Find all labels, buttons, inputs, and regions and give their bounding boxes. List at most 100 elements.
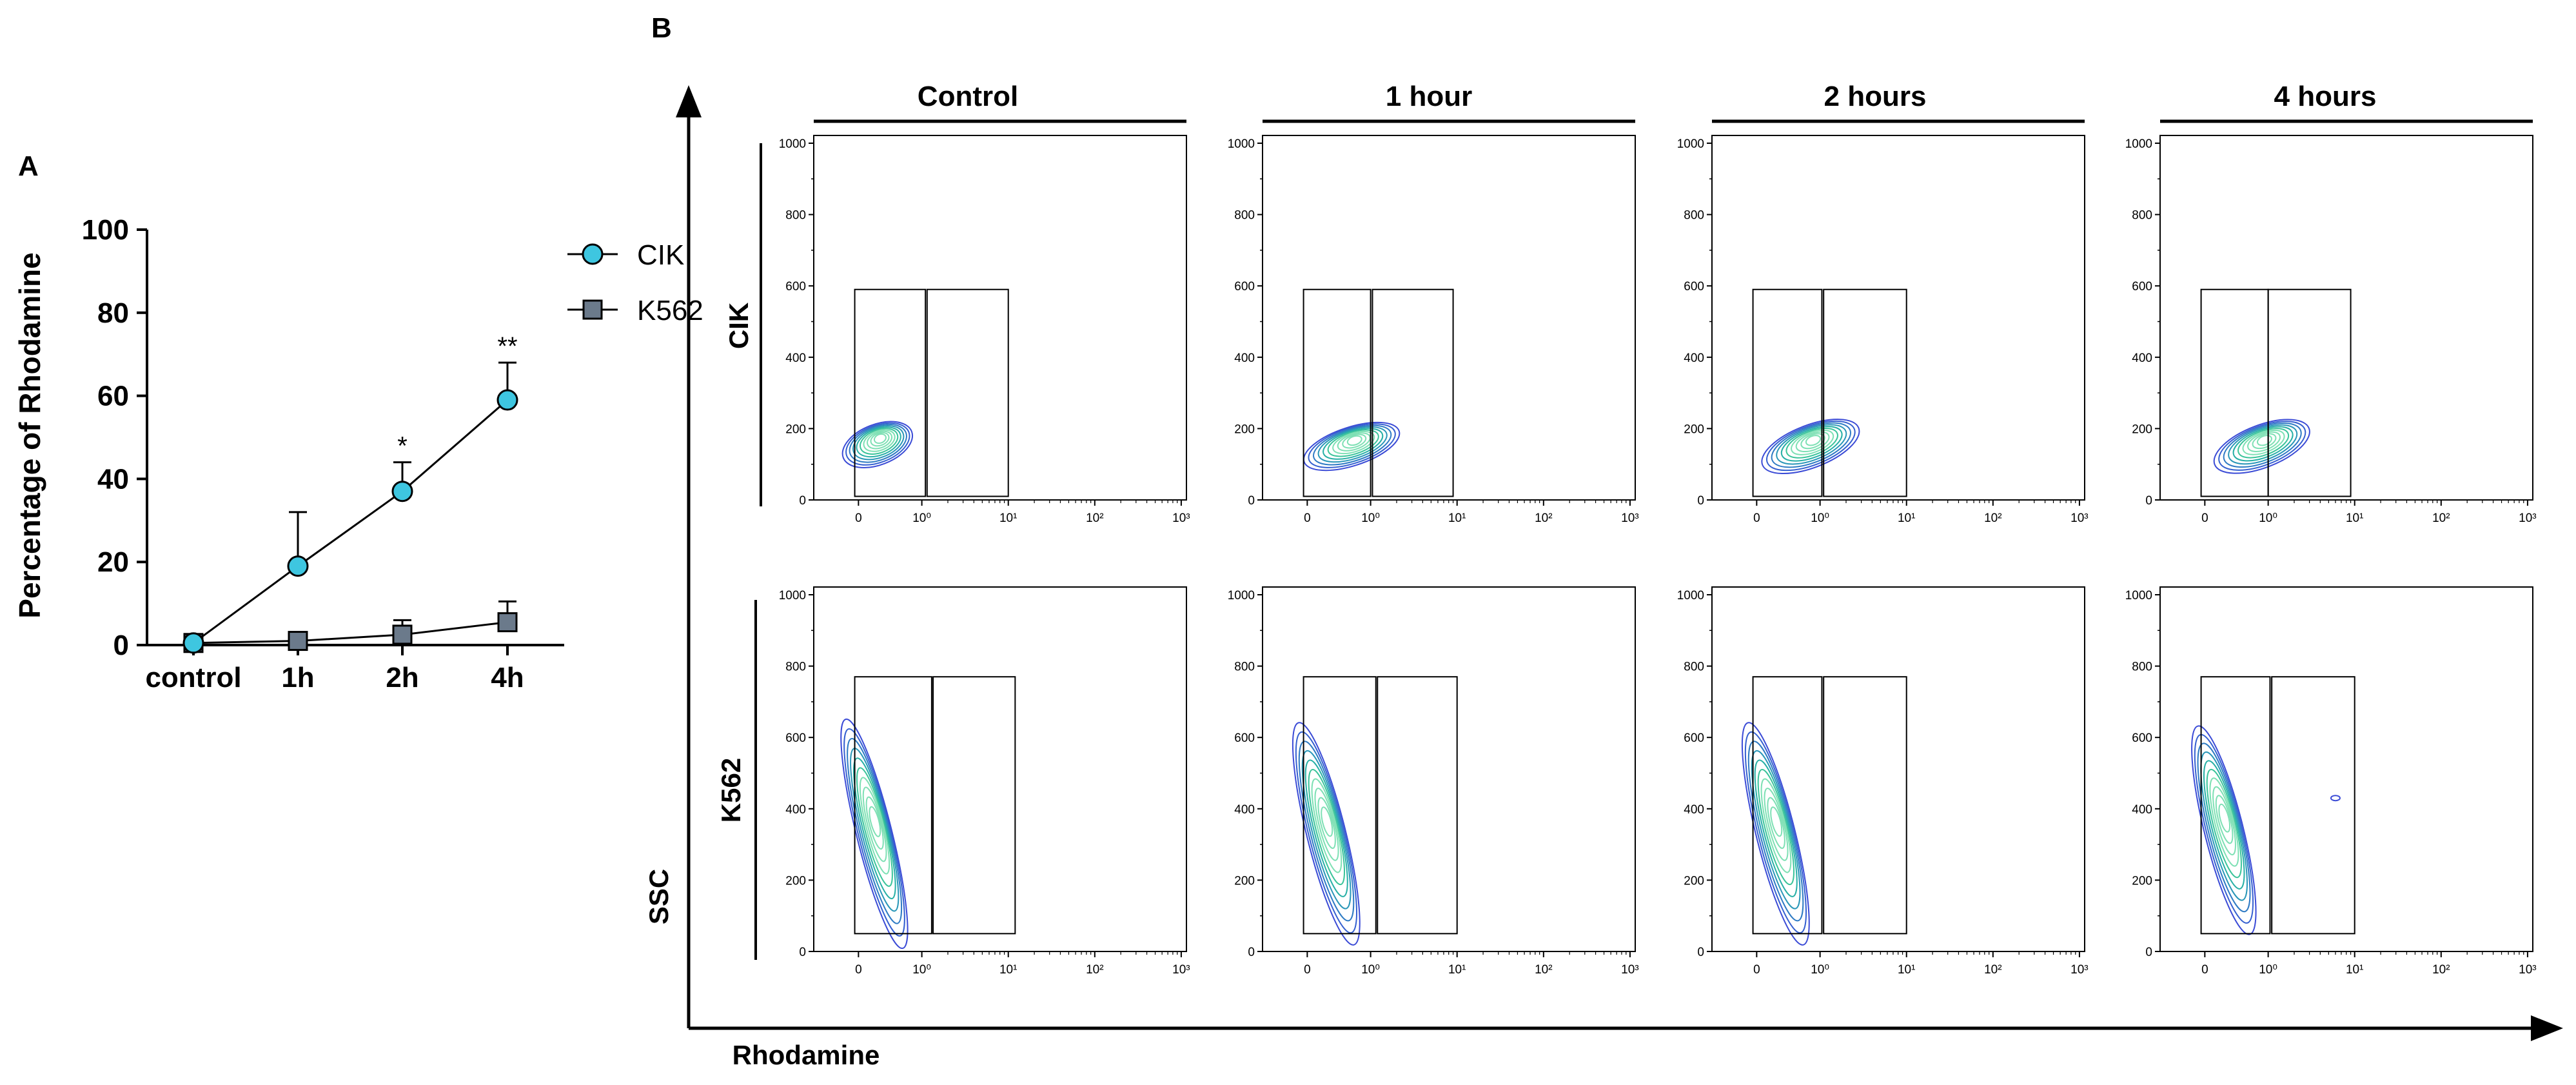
plot-frame [813, 586, 1187, 952]
y-tick-label: 400 [1684, 803, 1704, 817]
contour-level [1764, 788, 1789, 861]
contour-level [1751, 750, 1801, 910]
y-tick-label: 0 [113, 630, 129, 661]
y-tick-label: 400 [1234, 352, 1255, 365]
y-tick-label: 800 [785, 661, 806, 674]
gate-negative [1752, 676, 1823, 935]
x-tick-label: 10² [1535, 963, 1552, 977]
y-axis-title: Percentage of Rhodamine [13, 252, 46, 618]
y-tick-label: 800 [2132, 209, 2152, 223]
contour-level [1301, 750, 1352, 910]
y-tick-label: 1000 [2125, 589, 2152, 602]
contour-level [1311, 778, 1342, 873]
data-point [182, 632, 204, 654]
y-tick-label: 1000 [2125, 137, 2152, 151]
flow-plots: 0 200 400 600 800 1000 0 10⁰ 10¹ 10² 10³ 0 200 400 600… [779, 135, 2537, 977]
gate-positive [926, 288, 1009, 497]
gate-negative [1303, 676, 1377, 935]
y-tick-label: 0 [799, 494, 806, 508]
contour-level [1780, 426, 1843, 462]
contour-level [2215, 795, 2234, 844]
y-tick-label: 600 [1684, 280, 1704, 294]
row-label-cik: CIK [723, 303, 754, 349]
flow-plot-cik-4-hours: 0 200 400 600 800 1000 0 10⁰ 10¹ 10² 10³ [2125, 135, 2537, 525]
y-tick-label: 400 [1234, 803, 1255, 817]
contour-level [847, 738, 903, 924]
contour-level [869, 806, 881, 837]
y-tick-label: 60 [97, 381, 129, 412]
flow-plot-k562-4-hours: 0 200 400 600 800 1000 0 10⁰ 10¹ 10² 10³ [2125, 586, 2537, 977]
y-tick-label: 80 [97, 297, 129, 329]
gate-negative [1752, 288, 1823, 497]
data-point [287, 555, 309, 577]
contour-level [1741, 722, 1810, 946]
contour-outlier [2330, 795, 2341, 802]
gate-positive [932, 676, 1016, 935]
panel-b-label: B [651, 12, 672, 44]
y-tick-label: 800 [1684, 661, 1704, 674]
contour-level [1771, 422, 1852, 468]
contour-level [1317, 797, 1336, 849]
column-header-2-hours: 2 hours [1712, 81, 2085, 123]
x-tick-label: 10³ [1621, 963, 1638, 977]
significance-label: ** [497, 332, 517, 361]
gate-positive [2271, 676, 2355, 935]
x-tick-label: 10² [1535, 512, 1552, 525]
contour-level [865, 796, 884, 850]
x-tick-label: 10² [1086, 963, 1103, 977]
contour-level [1776, 424, 1847, 465]
contour-level [1304, 759, 1348, 897]
legend-cik-marker [582, 243, 604, 265]
x-tick-label: 10³ [1172, 963, 1190, 977]
x-tick-label: 0 [2201, 963, 2208, 977]
x-tick-label: 2h [386, 662, 418, 693]
y-tick-label: 600 [785, 732, 806, 745]
gate-positive [2267, 288, 2352, 497]
contour-level [2194, 733, 2254, 924]
y-tick-label: 1000 [779, 137, 806, 151]
ssc-axis-arrowhead [676, 85, 702, 117]
contour-level [856, 767, 893, 887]
x-tick-label: 10³ [1621, 512, 1638, 525]
x-tick-label: 10¹ [999, 963, 1017, 977]
gate-negative [854, 676, 932, 935]
x-tick-label: 0 [1304, 963, 1311, 977]
y-tick-label: 0 [1697, 946, 1704, 959]
contour-level [1800, 433, 1825, 450]
gate-positive [1823, 288, 1907, 497]
y-tick-label: 200 [785, 423, 806, 436]
series-line [193, 399, 508, 644]
y-tick-label: 0 [1248, 494, 1255, 508]
y-tick-label: 1000 [1677, 589, 1704, 602]
y-tick-label: 20 [97, 546, 129, 578]
contour-level [2212, 786, 2236, 855]
contour-level [2200, 751, 2248, 901]
gate-positive [1372, 288, 1454, 497]
flow-plot-cik-2-hours: 0 200 400 600 800 1000 0 10⁰ 10¹ 10² 10³ [1677, 135, 2089, 525]
plot-frame [1711, 135, 2085, 501]
contour-level [1342, 433, 1367, 449]
column-label: 4 hours [2274, 81, 2377, 112]
contour-level [843, 728, 905, 937]
significance-label: * [397, 432, 408, 461]
contour-level [853, 757, 896, 900]
x-tick-label: 10¹ [2346, 963, 2363, 977]
rhodamine-axis-arrowhead [2531, 1015, 2563, 1041]
plot-frame [813, 135, 1187, 501]
x-tick-label: 10⁰ [2259, 512, 2277, 525]
contour-level [841, 421, 914, 468]
y-tick-label: 400 [1684, 352, 1704, 365]
data-point [497, 389, 518, 411]
data-point [497, 612, 518, 633]
contour-level [1322, 428, 1384, 460]
y-tick-label: 200 [2132, 423, 2152, 436]
x-tick-label: 10³ [1172, 512, 1190, 525]
contour-level [1761, 419, 1860, 475]
series-cik: *** [182, 332, 518, 654]
y-tick-label: 800 [1684, 209, 1704, 223]
contour-level [860, 428, 899, 455]
x-tick-label: 10³ [2070, 963, 2088, 977]
x-tick-label: 0 [1753, 512, 1760, 525]
contour-level [1292, 722, 1361, 946]
